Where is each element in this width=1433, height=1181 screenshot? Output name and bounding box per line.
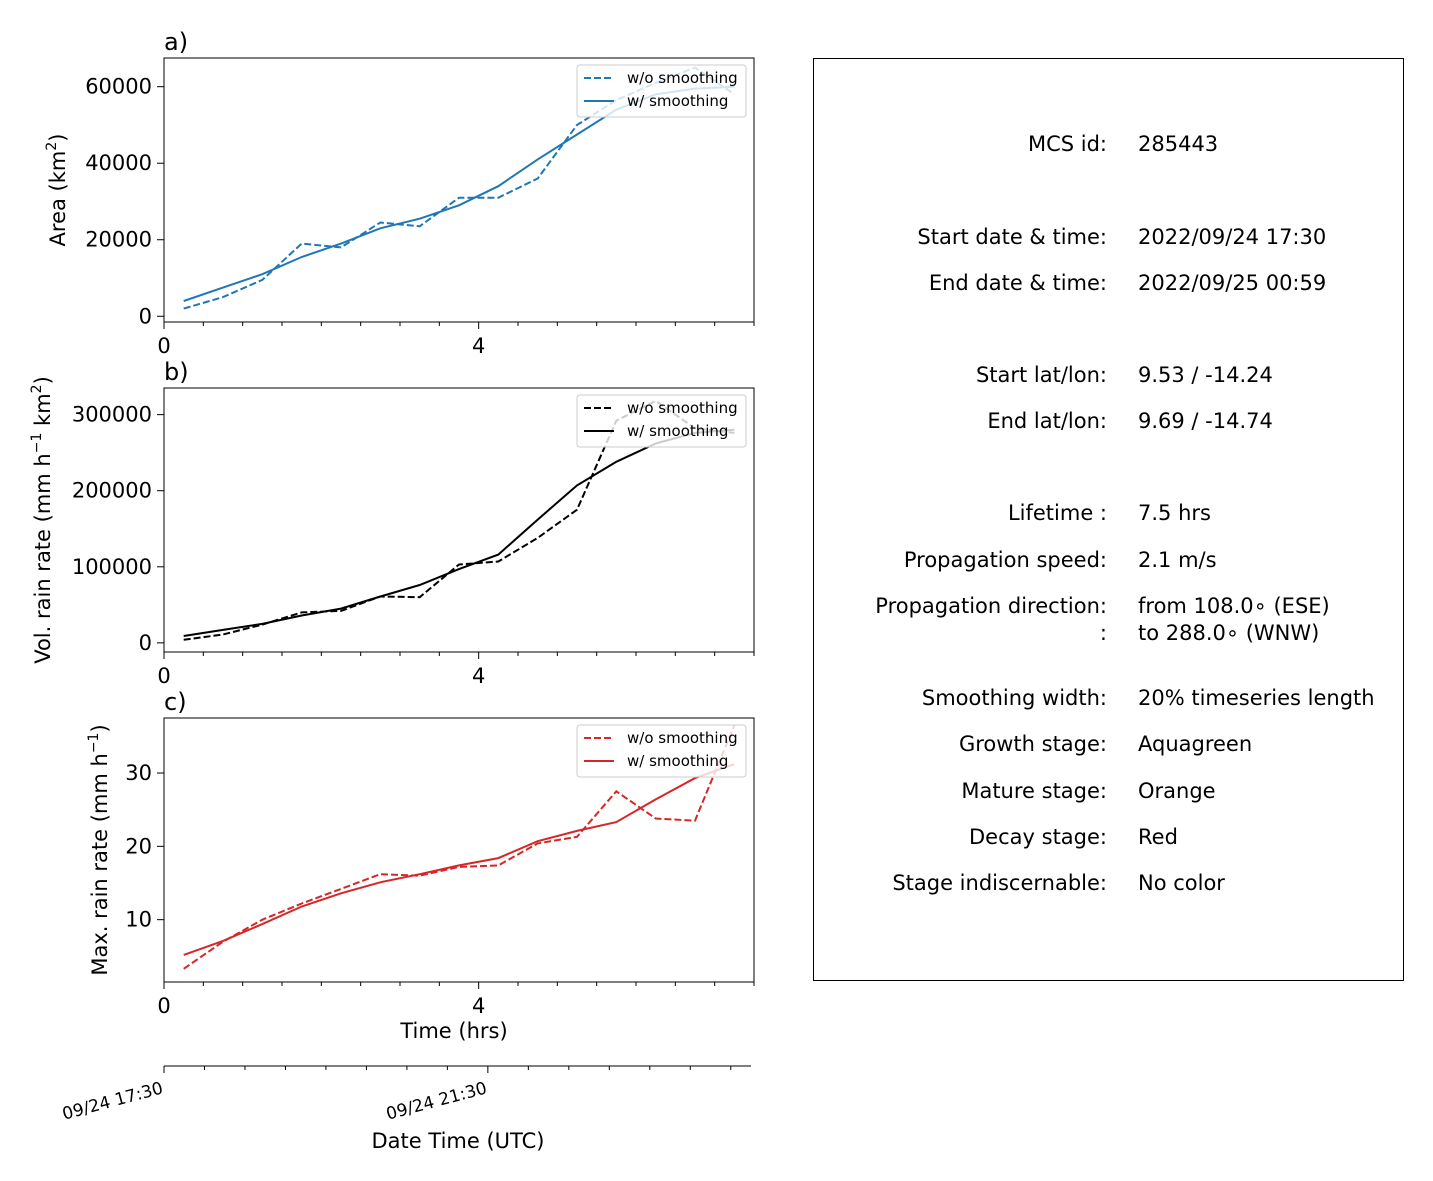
info-key: Propagation direction: — [875, 594, 1107, 618]
info-value: to 288.0∘ (WNW) — [1138, 621, 1320, 645]
info-key: Stage indiscernable: — [892, 871, 1107, 895]
y-axis-label-superscript: −1 — [86, 733, 102, 754]
x-tick-label: 4 — [472, 334, 485, 358]
y-tick-label: 0 — [139, 304, 152, 328]
info-value: 9.53 / -14.24 — [1138, 363, 1273, 387]
y-tick-label: 30 — [125, 761, 152, 785]
info-value: 2022/09/24 17:30 — [1138, 225, 1327, 249]
x-tick-label: 0 — [157, 334, 170, 358]
info-value: No color — [1138, 871, 1225, 895]
y-tick-label: 20000 — [85, 228, 152, 252]
y-tick-label: 100000 — [72, 555, 152, 579]
info-value: 20% timeseries length — [1138, 686, 1375, 710]
info-key: Growth stage: — [958, 732, 1107, 756]
info-key: Decay stage: — [969, 825, 1107, 849]
y-axis-label-superscript: 2 — [29, 384, 45, 393]
chart-panel-1: a) 0 4 0 20000 40000 60000 Area (km2) w/o smooth… — [44, 28, 755, 358]
info-key: Smoothing width: — [921, 686, 1107, 710]
y-axis-label: Area (km2) — [44, 134, 70, 247]
x-tick-label: 4 — [472, 994, 485, 1018]
y-axis-label: Max. rain rate (mm h−1) — [86, 724, 112, 975]
legend-label: w/ smoothing — [627, 752, 728, 770]
y-axis-label-text: ) — [46, 134, 70, 142]
info-key: : — [1099, 621, 1107, 645]
plot-frame — [163, 57, 755, 323]
info-value: Orange — [1138, 779, 1216, 803]
series-line-smoothed — [183, 85, 735, 302]
y-tick-label: 300000 — [72, 403, 152, 427]
y-axis-label: Vol. rain rate (mm h−1 km2) — [29, 376, 55, 664]
legend-box — [576, 394, 747, 448]
y-tick-label: 40000 — [85, 151, 152, 175]
x-tick-label: 4 — [472, 664, 485, 688]
x-axis-label: Time (hrs) — [399, 1019, 507, 1043]
info-key: End date & time: — [928, 271, 1107, 295]
legend-box — [576, 64, 747, 118]
y-tick-label: 0 — [139, 631, 152, 655]
y-axis-label-text: Area (km — [46, 151, 70, 247]
info-panel: MCS id: 285443 Start date & time: 2022/0… — [813, 58, 1404, 981]
y-axis-label-text: ) — [31, 376, 55, 384]
chart-panel-3: c) 0 4 10 20 30 Max. rain rate (mm h−1) Time (h… — [86, 688, 755, 1043]
y-axis-label-text: ) — [88, 724, 112, 732]
y-axis-label-text: km — [31, 393, 55, 432]
series-line-smoothed — [183, 428, 735, 637]
panel-label: a) — [164, 28, 188, 56]
info-value: Aquagreen — [1138, 732, 1253, 756]
info-key: Start date & time: — [917, 225, 1107, 249]
y-axis-label-superscript: −1 — [29, 433, 45, 454]
series-line-raw — [183, 724, 736, 970]
legend-label: w/ smoothing — [627, 422, 728, 440]
info-value: 2.1 m/s — [1138, 548, 1217, 572]
info-key: MCS id: — [1027, 132, 1107, 156]
info-key: Start lat/lon: — [975, 363, 1107, 387]
chart-panel-2: b) 0 4 0 100000 200000 300000 Vol. rain rate (m… — [29, 358, 755, 688]
legend-label: w/o smoothing — [627, 69, 738, 87]
info-value: Red — [1138, 825, 1178, 849]
panel-label: c) — [164, 688, 187, 716]
info-value: 285443 — [1138, 132, 1219, 156]
y-axis-label-text: Vol. rain rate (mm h — [31, 453, 55, 664]
legend-label: w/o smoothing — [627, 399, 738, 417]
legend-label: w/o smoothing — [627, 729, 738, 747]
datetime-axis: 09/24 17:30 09/24 21:30 Date Time (UTC) — [60, 1065, 751, 1153]
x-tick-label: 0 — [157, 664, 170, 688]
legend-box — [576, 724, 747, 778]
info-key: Lifetime : — [1007, 501, 1107, 525]
legend-label: w/ smoothing — [627, 92, 728, 110]
panel-label: b) — [164, 358, 189, 386]
info-key: Propagation speed: — [903, 548, 1107, 572]
info-key: Mature stage: — [961, 779, 1107, 803]
series-line-smoothed — [183, 763, 735, 956]
plot-frame — [163, 387, 755, 653]
datetime-tick-label: 09/24 17:30 — [60, 1079, 165, 1125]
info-key: End lat/lon: — [987, 409, 1107, 433]
datetime-axis-label: Date Time (UTC) — [372, 1129, 545, 1153]
datetime-tick-label: 09/24 21:30 — [384, 1079, 489, 1125]
info-value: 7.5 hrs — [1138, 501, 1211, 525]
y-tick-label: 60000 — [85, 75, 152, 99]
y-tick-label: 200000 — [72, 479, 152, 503]
info-value: from 108.0∘ (ESE) — [1138, 594, 1330, 618]
y-axis-label-text: Max. rain rate (mm h — [88, 753, 112, 976]
info-value: 2022/09/25 00:59 — [1138, 271, 1327, 295]
plot-frame — [163, 717, 755, 983]
x-tick-label: 0 — [157, 994, 170, 1018]
y-tick-label: 10 — [125, 908, 152, 932]
y-axis-label-superscript: 2 — [44, 142, 60, 151]
y-tick-label: 20 — [125, 834, 152, 858]
info-value: 9.69 / -14.74 — [1138, 409, 1273, 433]
